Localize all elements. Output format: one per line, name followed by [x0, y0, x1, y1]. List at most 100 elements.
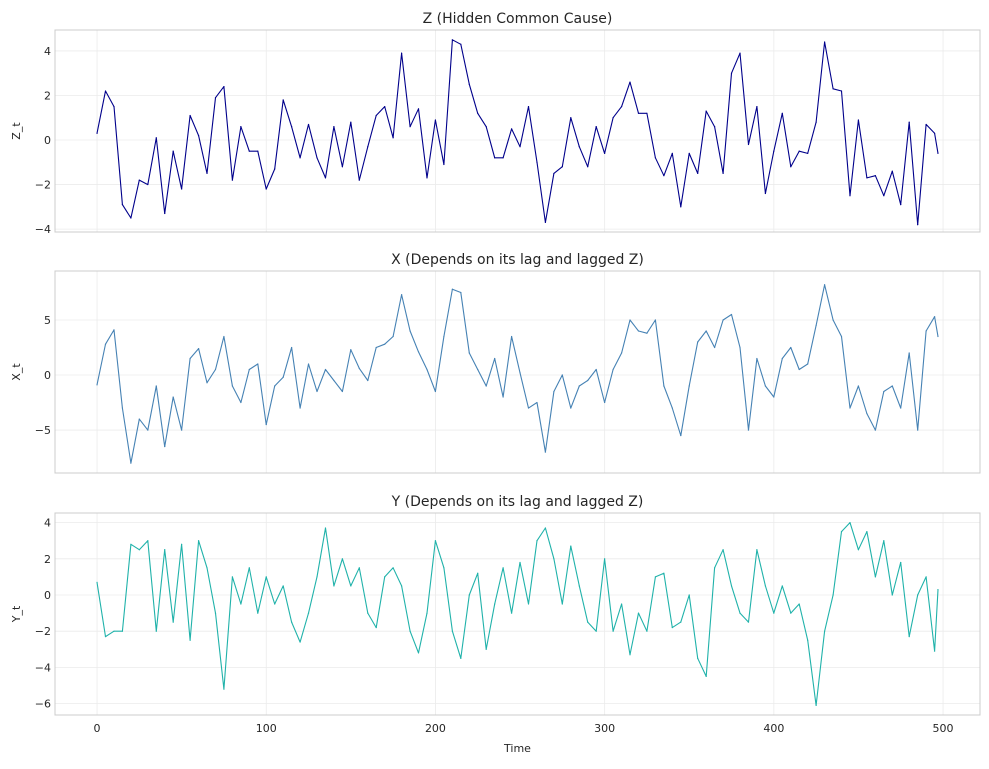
data-point: [206, 567, 208, 569]
data-point: [815, 121, 817, 123]
data-point: [937, 335, 939, 338]
data-point: [671, 626, 673, 629]
data-point: [138, 179, 140, 181]
data-point: [341, 166, 343, 168]
y-tick-label: 4: [44, 517, 51, 530]
data-point: [587, 621, 589, 623]
data-point: [189, 114, 191, 117]
data-point: [756, 106, 758, 108]
data-point: [197, 134, 200, 137]
subplot-1: −5 0 5 X (Depends on its lag and lagged Z) X…: [10, 252, 981, 474]
data-point: [324, 177, 327, 179]
data-point: [113, 106, 115, 108]
data-point: [654, 319, 656, 321]
data-point: [316, 157, 318, 159]
data-point: [714, 567, 716, 569]
data-point: [883, 195, 885, 197]
data-point: [857, 385, 860, 387]
data-point: [544, 221, 547, 224]
data-point: [223, 85, 225, 88]
data-point: [790, 612, 792, 614]
data-point: [714, 126, 716, 128]
data-point: [722, 549, 724, 551]
data-point: [443, 567, 445, 569]
data-point: [866, 412, 868, 415]
y-tick-label: −6: [35, 698, 51, 711]
data-point: [891, 594, 893, 596]
series-line: [96, 39, 939, 226]
data-point: [815, 704, 817, 707]
data-point: [646, 630, 648, 632]
y-tick-label: −2: [35, 625, 51, 638]
data-point: [282, 585, 284, 587]
data-point: [925, 123, 927, 126]
data-point: [240, 603, 242, 605]
data-point: [96, 384, 98, 386]
data-point: [798, 368, 800, 371]
data-point: [434, 119, 437, 121]
data-point: [240, 126, 242, 128]
data-point: [570, 407, 572, 409]
data-point: [866, 177, 868, 179]
data-point: [206, 382, 208, 384]
data-point: [384, 106, 386, 108]
data-point: [401, 585, 403, 587]
data-point: [849, 521, 851, 524]
data-point: [697, 172, 699, 175]
y-tick-label: 0: [44, 134, 51, 147]
data-point: [544, 527, 547, 529]
data-point: [282, 376, 284, 378]
data-point: [570, 117, 572, 119]
data-point: [832, 319, 834, 321]
data-point: [181, 429, 183, 431]
data-point: [358, 367, 360, 370]
data-point: [189, 639, 191, 641]
data-point: [375, 626, 377, 629]
y-tick-label: 2: [44, 553, 51, 566]
data-point: [747, 621, 750, 623]
data-point: [417, 351, 420, 353]
data-point: [104, 343, 107, 345]
data-point: [823, 630, 826, 632]
data-point: [434, 540, 437, 542]
data-point: [451, 288, 453, 290]
data-point: [257, 150, 259, 152]
x-axis-label: Time: [503, 742, 531, 755]
data-point: [426, 177, 428, 179]
data-point: [756, 357, 758, 360]
data-point: [544, 451, 547, 453]
data-point: [130, 543, 132, 545]
data-point: [671, 407, 673, 409]
data-point: [375, 114, 377, 117]
data-point: [747, 143, 750, 146]
data-point: [857, 119, 860, 121]
data-point: [299, 407, 301, 409]
data-point: [324, 368, 327, 371]
data-point: [519, 561, 521, 564]
data-point: [688, 594, 690, 596]
data-point: [350, 585, 352, 587]
data-point: [307, 123, 310, 126]
data-point: [333, 126, 335, 128]
data-point: [536, 401, 538, 404]
data-point: [917, 224, 919, 226]
series-line: [96, 284, 939, 464]
y-tick-label: 0: [44, 589, 51, 602]
data-point: [367, 612, 369, 614]
data-point: [790, 346, 792, 349]
y-tick-label: 2: [44, 89, 51, 102]
data-point: [629, 319, 631, 321]
x-tick-label: 400: [763, 722, 784, 735]
data-point: [426, 368, 428, 371]
data-point: [147, 429, 149, 431]
data-point: [231, 179, 234, 181]
data-point: [781, 585, 783, 587]
data-point: [663, 385, 665, 387]
data-point: [265, 188, 267, 190]
data-point: [730, 585, 733, 587]
data-point: [917, 429, 919, 431]
data-point: [477, 572, 479, 574]
data-point: [925, 576, 927, 578]
data-point: [240, 401, 242, 404]
data-point: [874, 576, 876, 578]
